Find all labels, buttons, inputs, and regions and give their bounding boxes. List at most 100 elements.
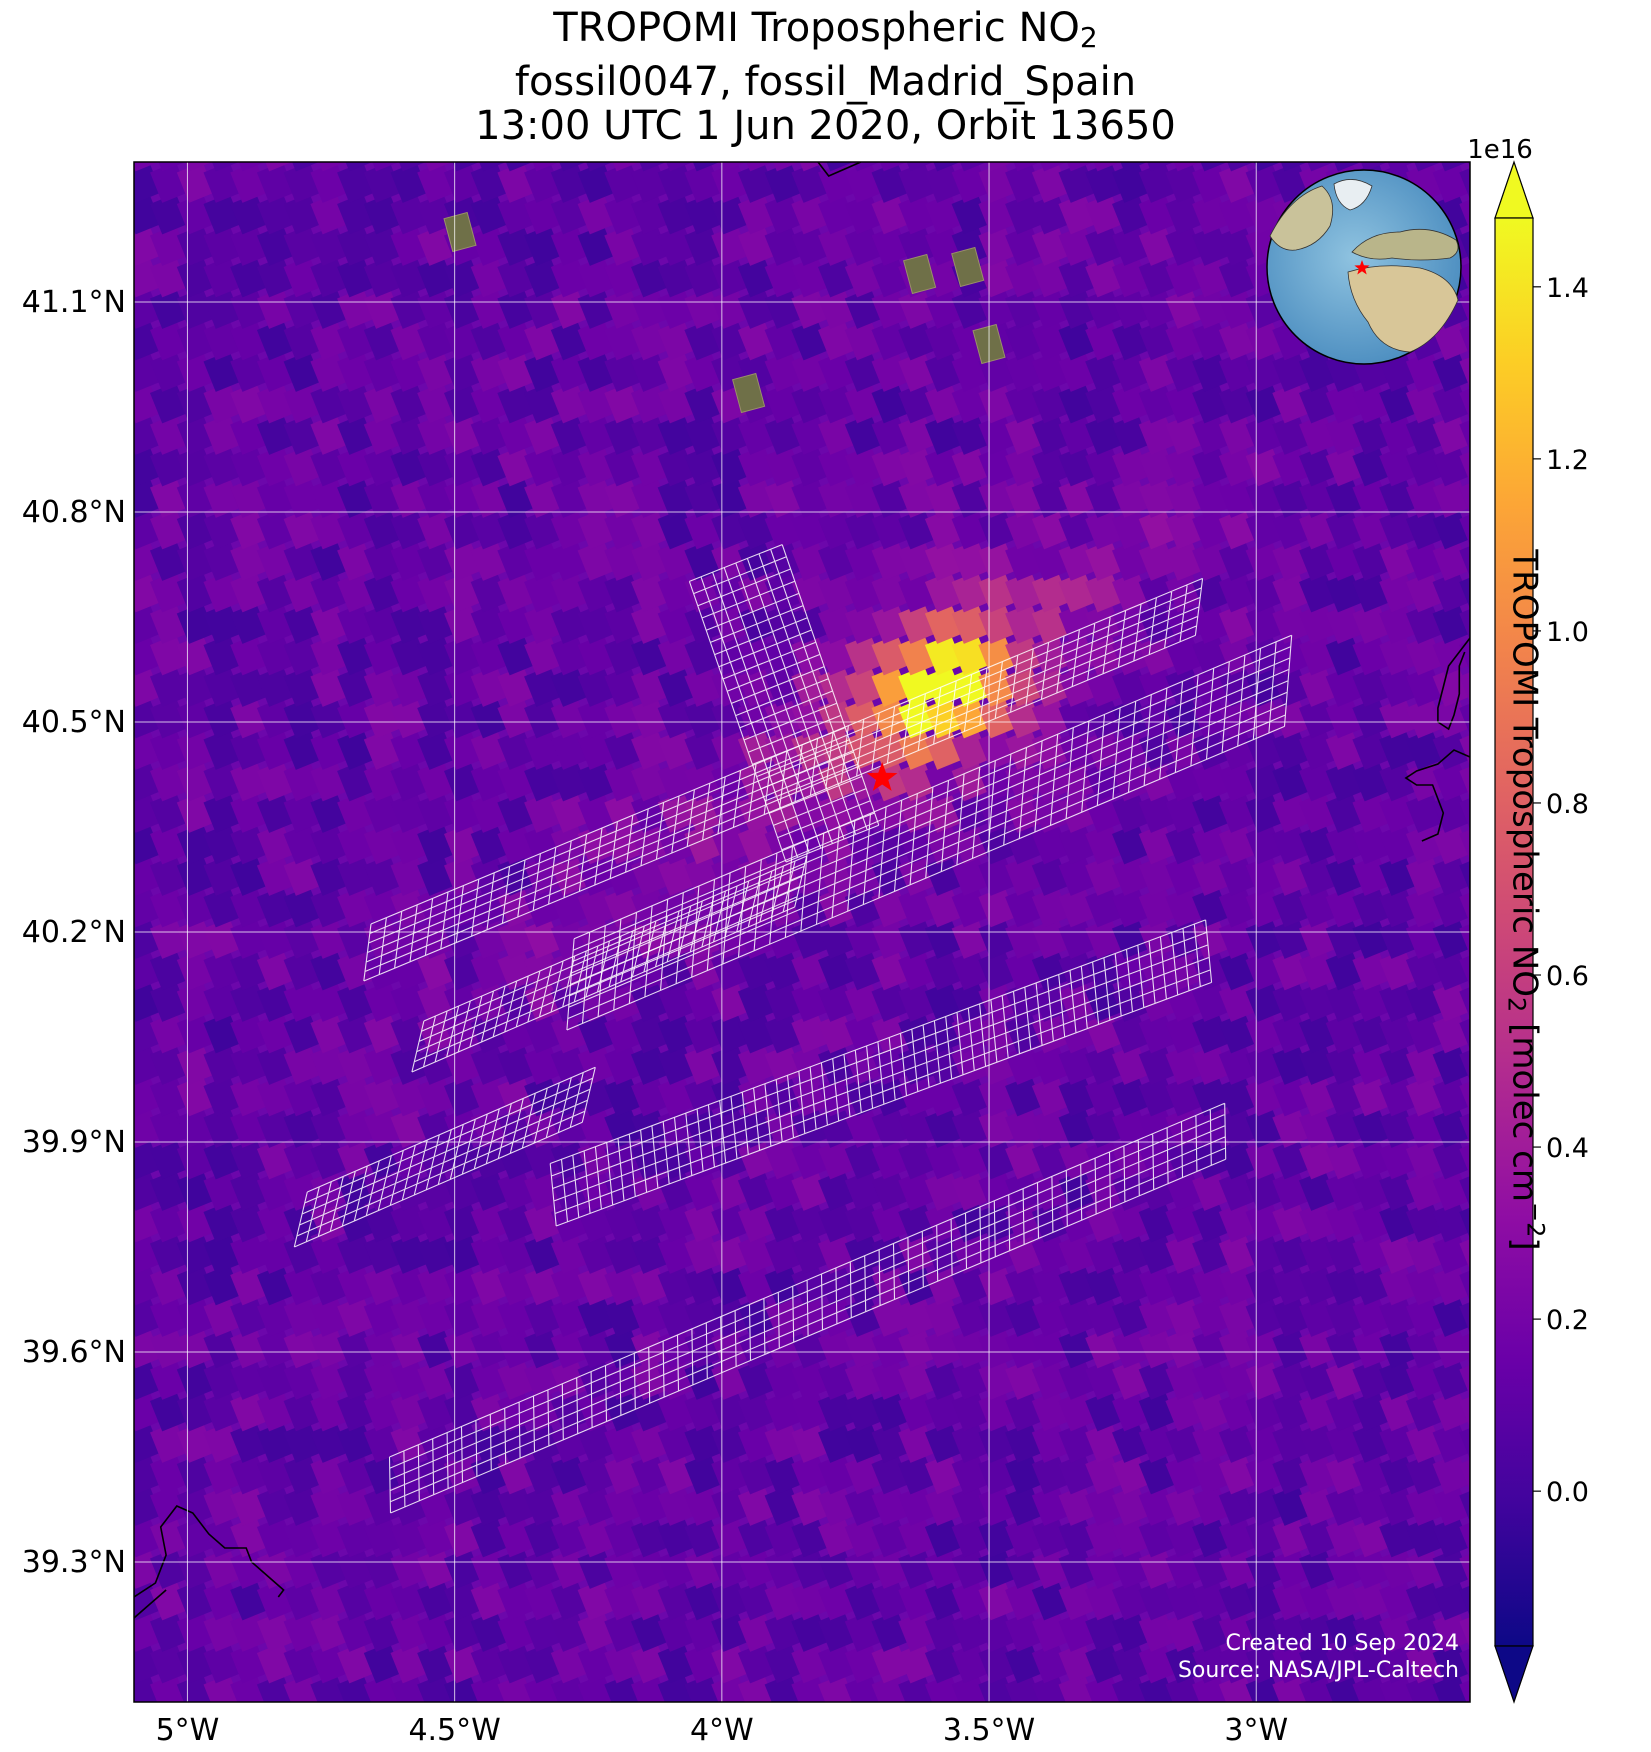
colorbar-ticks: 0.0 0.2 0.4 0.6 0.8 1.0 1.2 1.4 (1533, 273, 1589, 1508)
no2-pixel (1459, 1390, 1470, 1432)
lon-tick-label: 3°W (1224, 1713, 1288, 1748)
lat-tick-label: 39.6°N (22, 1335, 126, 1370)
lon-tick-label: 4°W (690, 1713, 754, 1748)
no2-pixel (1459, 760, 1470, 802)
no2-pixel (1459, 1674, 1470, 1702)
colorbar-extend-min (1494, 1645, 1534, 1704)
footprint-swath (688, 544, 880, 863)
footprint-grid-lines (688, 544, 880, 863)
lon-tick-label: 4.5°W (408, 1713, 500, 1748)
no2-pixel (1459, 1138, 1470, 1180)
no2-pixel (1459, 540, 1470, 581)
imagery-tile (902, 253, 937, 295)
gridlines (134, 162, 1470, 1702)
no2-pixel (1459, 1642, 1470, 1684)
no2-pixel (1459, 792, 1470, 833)
colorbar-tick-label: 0.0 (1546, 1477, 1589, 1508)
no2-pixel (1459, 886, 1470, 928)
lat-tick-label: 41.1°N (22, 285, 126, 320)
lat-tick-label: 39.9°N (22, 1125, 126, 1160)
footprint-swath (293, 1066, 596, 1248)
no2-pixel (1459, 1485, 1470, 1526)
lat-tick-label: 39.3°N (22, 1545, 126, 1580)
chart-title: TROPOMI Tropospheric NO2 fossil0047, fos… (0, 6, 1651, 148)
no2-pixel (1459, 1359, 1470, 1400)
credit-created: Created 10 Sep 2024 (1225, 1631, 1460, 1656)
footprint-grids (293, 544, 1293, 1514)
colorbar-tick-label: 0.2 (1546, 1305, 1589, 1336)
globe-land-africa (1347, 265, 1459, 353)
colorbar-extend-max (1494, 160, 1534, 219)
footprint-grid-lines (388, 1102, 1227, 1514)
no2-pixel (1459, 823, 1470, 865)
source-star (866, 762, 898, 791)
no2-pixel (1459, 1611, 1470, 1652)
no2-pixel (1459, 697, 1470, 739)
colorbar-label: TROPOMI Tropospheric NO2 [molec cm−2] (1502, 549, 1550, 1251)
lat-tick-label: 40.5°N (22, 705, 126, 740)
source-marker (866, 762, 898, 791)
footprint-swath (411, 855, 808, 1073)
no2-pixel (1459, 1516, 1470, 1558)
coastline (1404, 749, 1470, 842)
imagery-tile (951, 246, 985, 288)
no2-pixel (1459, 445, 1470, 487)
lon-tick-labels: 5°W 4.5°W 4°W 3.5°W 3°W (156, 1713, 1289, 1748)
colorbar-tick-label: 1.4 (1546, 273, 1589, 304)
no2-pixel (1459, 1107, 1470, 1148)
colorbar-tick-label: 1.2 (1546, 445, 1589, 476)
no2-pixel (1459, 571, 1470, 613)
colorbar (1494, 217, 1534, 1647)
no2-pixel (1459, 729, 1470, 770)
globe-land-greenland (1333, 179, 1373, 211)
imagery-tile (443, 211, 477, 253)
coastline (134, 1589, 167, 1619)
colorbar-tick-label: 0.6 (1546, 961, 1589, 992)
footprint-swath (549, 919, 1213, 1227)
title-line-3: 13:00 UTC 1 Jun 2020, Orbit 13650 (475, 103, 1176, 149)
no2-pixel (1459, 193, 1470, 235)
no2-pixel (1459, 855, 1470, 896)
no2-pixel (1459, 477, 1470, 518)
footprint-swath (388, 1102, 1227, 1514)
coastline (817, 162, 862, 177)
title-line-1: TROPOMI Tropospheric NO2 (553, 5, 1098, 54)
no2-pixels (134, 162, 1470, 1702)
lat-tick-labels: 41.1°N 40.8°N 40.5°N 40.2°N 39.9°N 39.6°N 39.3… (22, 285, 126, 1580)
colorbar-tick-label: 1.0 (1546, 617, 1589, 648)
imagery-tiles (443, 211, 1006, 414)
lat-tick-label: 40.2°N (22, 915, 126, 950)
footprint-grid-lines (411, 855, 808, 1073)
no2-pixel (1459, 256, 1470, 298)
no2-pixel (1459, 1075, 1470, 1117)
no2-pixel (1459, 981, 1470, 1022)
no2-pixel (1459, 1233, 1470, 1274)
no2-pixel (1459, 508, 1470, 550)
globe-location-star (1354, 260, 1370, 275)
no2-pixel (1459, 1548, 1470, 1589)
globe-inset (1266, 169, 1462, 365)
no2-pixel (1459, 225, 1470, 266)
no2-pixel (1459, 1012, 1470, 1054)
no2-pixel (1459, 1327, 1470, 1369)
no2-pixel (1459, 603, 1470, 644)
no2-pixel (1459, 666, 1470, 707)
lon-tick-label: 5°W (156, 1713, 220, 1748)
globe-land-europe (1351, 228, 1459, 261)
credit-text: Created 10 Sep 2024 Source: NASA/JPL-Cal… (1178, 1630, 1459, 1684)
no2-pixel (1459, 1201, 1470, 1243)
no2-pixel (1459, 351, 1470, 392)
no2-pixel (1459, 319, 1470, 361)
no2-pixel (1459, 634, 1470, 676)
colorbar-scale-label: 1e16 (1467, 135, 1533, 165)
globe-land-north-america (1269, 185, 1334, 251)
lat-tick-label: 40.8°N (22, 495, 126, 530)
title-line-2: fossil0047, fossil_Madrid_Spain (514, 59, 1137, 105)
no2-pixel (1459, 918, 1470, 959)
no2-pixel (1459, 1264, 1470, 1306)
no2-pixel (1459, 1044, 1470, 1085)
no2-pixel (1459, 1170, 1470, 1211)
coastline (134, 1505, 285, 1598)
map-frame (133, 161, 1471, 1703)
no2-pixel (1459, 1296, 1470, 1337)
